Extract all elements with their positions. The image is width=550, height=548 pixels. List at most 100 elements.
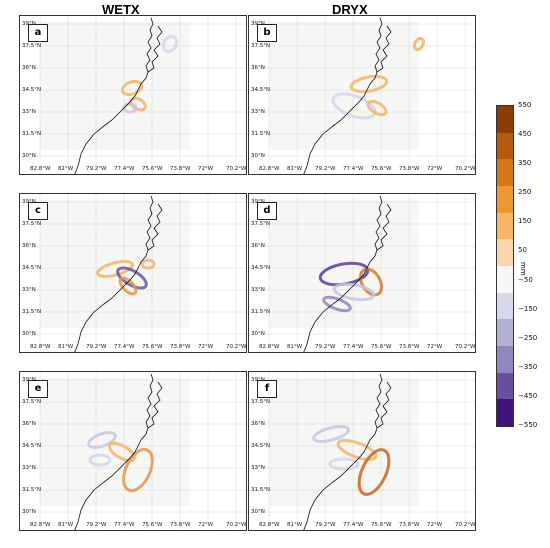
- lat-tick-label: 34.5°N: [251, 87, 271, 93]
- lon-tick-label: 81°W: [287, 166, 303, 172]
- precip-anomaly-band: [120, 79, 144, 97]
- lat-tick-label: 39°N: [251, 21, 265, 27]
- map-svg: [249, 372, 475, 530]
- lon-tick-label: 81°W: [58, 344, 74, 350]
- lon-tick-label: 70.2°W: [455, 344, 476, 350]
- lat-tick-label: 36°N: [22, 65, 36, 71]
- lat-tick-label: 37.5°N: [22, 399, 42, 405]
- colorbar-tick-label: 150: [518, 217, 532, 226]
- lon-tick-label: 81°W: [58, 166, 74, 172]
- colorbar-tick-label: −450: [518, 391, 538, 400]
- coastline: [376, 25, 392, 73]
- lon-tick-label: 77.4°W: [114, 344, 135, 350]
- lat-tick-label: 33°N: [251, 287, 265, 293]
- lon-tick-label: 79.2°W: [315, 522, 336, 528]
- lon-tick-label: 72°W: [427, 344, 443, 350]
- colorbar-tick-label: 50: [518, 246, 527, 255]
- lon-tick-label: 77.4°W: [343, 166, 364, 172]
- lon-tick-label: 82.8°W: [30, 522, 51, 528]
- lon-tick-label: 72°W: [198, 344, 214, 350]
- lon-tick-label: 70.2°W: [455, 522, 476, 528]
- lat-tick-label: 39°N: [251, 377, 265, 383]
- panel-label: d: [257, 202, 277, 220]
- lon-tick-label: 75.6°W: [371, 166, 392, 172]
- colorbar-tick-label: −350: [518, 362, 538, 371]
- lat-tick-label: 34.5°N: [22, 265, 42, 271]
- lat-tick-label: 37.5°N: [251, 221, 271, 227]
- lat-tick-label: 39°N: [22, 377, 36, 383]
- precip-anomaly-band: [140, 258, 156, 270]
- coastline: [376, 203, 392, 251]
- map-panel-b: b 39°N 37.5°N 36°N 34.5°N 33°N 31.5°N 30°N 82.8°…: [248, 15, 476, 175]
- colorbar-tick-label: −250: [518, 333, 538, 342]
- precip-anomaly-band: [357, 448, 391, 496]
- lon-tick-label: 75.6°W: [371, 344, 392, 350]
- colorbar-segment: [497, 239, 513, 266]
- lat-tick-label: 34.5°N: [22, 443, 42, 449]
- lat-tick-label: 31.5°N: [251, 487, 271, 493]
- lat-tick-label: 39°N: [22, 199, 36, 205]
- map-svg: [20, 16, 246, 174]
- lat-tick-label: 30°N: [22, 509, 36, 515]
- lon-tick-label: 72°W: [427, 166, 443, 172]
- lon-tick-label: 81°W: [58, 522, 74, 528]
- lon-tick-label: 72°W: [198, 522, 214, 528]
- precip-anomaly-band: [312, 425, 350, 443]
- lon-tick-label: 82.8°W: [259, 522, 280, 528]
- lat-tick-label: 36°N: [251, 243, 265, 249]
- precip-anomaly-band: [108, 441, 136, 463]
- precip-anomaly-band: [332, 282, 376, 302]
- lat-tick-label: 30°N: [22, 153, 36, 159]
- lon-tick-label: 82.8°W: [259, 344, 280, 350]
- colorbar-segment: [497, 106, 513, 133]
- lat-tick-label: 33°N: [22, 287, 36, 293]
- lon-tick-label: 79.2°W: [86, 344, 107, 350]
- lat-tick-label: 37.5°N: [251, 43, 271, 49]
- colorbar-tick-label: 450: [518, 130, 532, 139]
- colorbar-segment: [497, 159, 513, 186]
- lon-tick-label: 79.2°W: [86, 166, 107, 172]
- precip-anomaly-band: [118, 276, 138, 296]
- lat-tick-label: 37.5°N: [251, 399, 271, 405]
- lon-tick-label: 82.8°W: [30, 166, 51, 172]
- colorbar-unit: mm: [519, 262, 527, 276]
- precip-anomaly-band: [349, 74, 389, 94]
- lon-tick-label: 73.8°W: [170, 166, 191, 172]
- lat-tick-label: 31.5°N: [22, 487, 42, 493]
- lon-tick-label: 77.4°W: [343, 344, 364, 350]
- precip-anomaly-band: [161, 34, 179, 54]
- coastline: [303, 373, 383, 530]
- lon-tick-label: 81°W: [287, 522, 303, 528]
- lon-tick-label: 75.6°W: [142, 522, 163, 528]
- lon-tick-label: 73.8°W: [399, 166, 420, 172]
- map-panel-e: e 39°N 37.5°N 36°N 34.5°N 33°N 31.5°N 30°N 82.8°…: [19, 371, 247, 531]
- lat-tick-label: 36°N: [22, 243, 36, 249]
- lat-tick-label: 37.5°N: [22, 221, 42, 227]
- colorbar: [496, 105, 514, 427]
- coastline: [303, 17, 383, 174]
- lat-tick-label: 33°N: [22, 465, 36, 471]
- lon-tick-label: 70.2°W: [226, 344, 247, 350]
- lon-tick-label: 70.2°W: [226, 166, 247, 172]
- panel-label: a: [28, 24, 48, 42]
- colorbar-segment: [497, 265, 513, 293]
- lat-tick-label: 34.5°N: [251, 265, 271, 271]
- lat-tick-label: 36°N: [251, 65, 265, 71]
- precip-anomaly-band: [116, 266, 148, 290]
- lon-tick-label: 72°W: [427, 522, 443, 528]
- lon-tick-label: 73.8°W: [170, 522, 191, 528]
- lon-tick-label: 77.4°W: [114, 522, 135, 528]
- lon-tick-label: 70.2°W: [226, 522, 247, 528]
- colorbar-tick-label: −150: [518, 304, 538, 313]
- panel-label: b: [257, 24, 277, 42]
- model-domain: [40, 22, 190, 150]
- lat-tick-label: 39°N: [22, 21, 36, 27]
- colorbar-segment: [497, 292, 513, 320]
- map-panel-c: c 39°N 37.5°N 36°N 34.5°N 33°N 31.5°N 30°N 82.8°…: [19, 193, 247, 353]
- colorbar-tick-label: 250: [518, 188, 532, 197]
- lon-tick-label: 81°W: [287, 344, 303, 350]
- map-svg: [249, 194, 475, 352]
- coastline: [303, 195, 383, 352]
- lon-tick-label: 79.2°W: [86, 522, 107, 528]
- coastline: [74, 17, 154, 174]
